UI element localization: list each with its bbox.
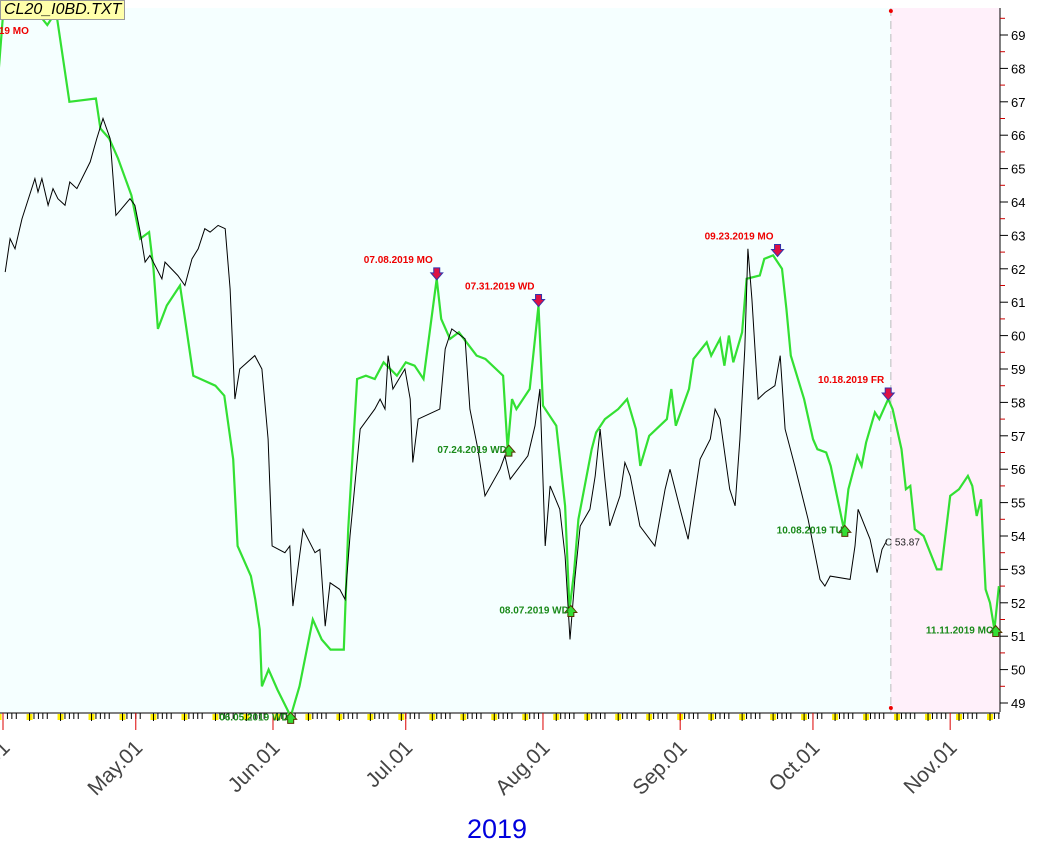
y-tick-label: 58 <box>1011 395 1025 410</box>
y-tick-label: 52 <box>1011 596 1025 611</box>
low-arrow-icon <box>501 444 516 457</box>
week-marker <box>0 714 2 720</box>
month-label: Aug.01 <box>491 736 554 799</box>
low-label: 10.08.2019 TU <box>777 525 843 536</box>
month-label: Apr.01 <box>0 736 15 795</box>
y-tick-label: 62 <box>1011 262 1025 277</box>
y-tick-label: 65 <box>1011 162 1025 177</box>
month-label: Jul.01 <box>361 736 417 792</box>
low-label: 06.05.2019 WD <box>219 712 289 723</box>
low-arrow-icon <box>563 604 578 617</box>
high-arrow-icon <box>429 267 444 281</box>
low-label: 07.24.2019 WD <box>437 445 507 456</box>
high-label: 10.18.2019 FR <box>818 375 885 386</box>
high-label: 09.23.2019 MO <box>705 231 774 242</box>
y-tick-label: 57 <box>1011 429 1025 444</box>
y-tick-label: 60 <box>1011 329 1025 344</box>
low-label: 11.11.2019 MO <box>926 626 994 637</box>
low-label: 08.07.2019 WD <box>499 605 569 616</box>
y-tick-label: 55 <box>1011 496 1025 511</box>
plot-area <box>0 8 1000 712</box>
y-tick-label: 69 <box>1011 28 1025 43</box>
month-label: Jun.01 <box>224 736 285 797</box>
low-arrow-icon <box>837 524 852 537</box>
y-tick-label: 56 <box>1011 462 1025 477</box>
chart-title: CL20_I0BD.TXT <box>0 0 126 20</box>
y-tick-label: 64 <box>1011 195 1025 210</box>
high-arrow-icon <box>881 387 896 401</box>
y-tick-label: 68 <box>1011 61 1025 76</box>
forecast-marker-top <box>888 9 893 13</box>
x-axis-year-label: 2019 <box>467 814 528 844</box>
y-tick-label: 49 <box>1011 696 1025 711</box>
high-label: 07.31.2019 WD <box>465 282 535 293</box>
month-label: Nov.01 <box>899 736 961 798</box>
forecast-region <box>890 8 1000 712</box>
high-arrow-icon <box>531 294 546 308</box>
y-tick-label: 63 <box>1011 228 1025 243</box>
y-tick-label: 66 <box>1011 128 1025 143</box>
month-label: May.01 <box>83 736 147 800</box>
month-label: Oct.01 <box>764 736 824 796</box>
black-series-line <box>4 116 888 640</box>
y-tick-label: 53 <box>1011 562 1025 577</box>
y-tick-label: 67 <box>1011 95 1025 110</box>
y-tick-label: 59 <box>1011 362 1025 377</box>
y-tick-label: 54 <box>1011 529 1025 544</box>
month-label: Sep.01 <box>628 736 691 799</box>
forecast-marker-bottom <box>888 706 893 710</box>
y-tick-label: 61 <box>1011 295 1025 310</box>
y-tick-label: 51 <box>1011 629 1025 644</box>
high-label: 07.08.2019 MO <box>364 255 433 266</box>
low-arrow-icon <box>283 711 298 724</box>
high-label: 19 MO <box>0 26 29 37</box>
low-arrow-icon <box>988 624 1003 638</box>
y-tick-label: 50 <box>1011 663 1025 678</box>
close-value-label: C 53.87 <box>885 537 920 548</box>
high-arrow-icon <box>770 243 785 258</box>
